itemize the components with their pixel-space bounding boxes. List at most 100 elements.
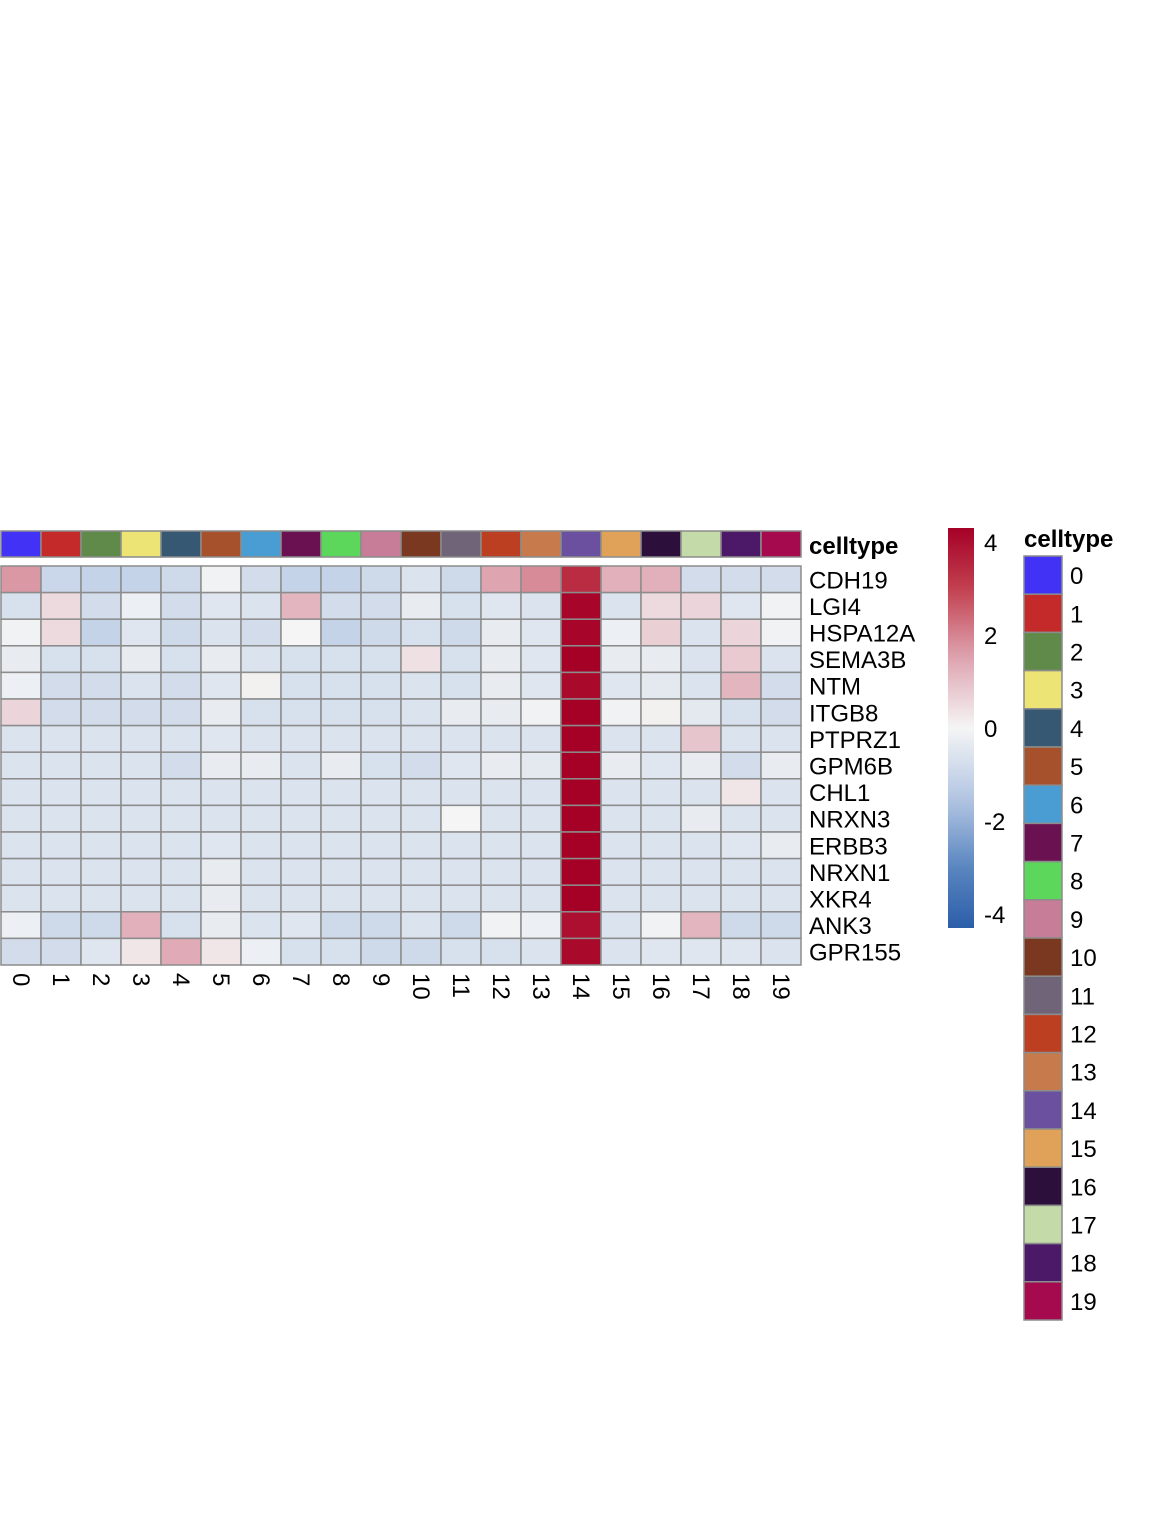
legend-swatch-14 [1023,1090,1063,1130]
heat-cell-HSPA12A-18 [720,618,762,647]
legend-label: 1 [1070,601,1083,628]
legend-title: celltype [1024,526,1113,553]
legend-swatch-18 [1023,1242,1063,1283]
heat-cell-GPR155-14 [560,937,602,966]
heat-cell-XKR4-6 [240,884,282,913]
heat-cell-GPM6B-6 [240,751,282,780]
heat-cell-NRXN1-2 [80,857,122,886]
legend-swatch-17 [1023,1204,1063,1245]
heat-cell-SEMA3B-11 [440,645,482,674]
heat-cell-NRXN3-1 [40,804,82,833]
heat-cell-HSPA12A-12 [480,618,522,647]
heat-cell-LGI4-17 [680,591,722,620]
heat-cell-CHL1-0 [0,778,42,807]
heat-cell-ERBB3-4 [160,831,202,860]
heat-cell-SEMA3B-19 [760,645,802,674]
heat-cell-GPR155-2 [80,937,122,966]
heat-cell-GPM6B-10 [400,751,442,780]
heat-cell-GPM6B-3 [120,751,162,780]
annotation-cell-1 [40,530,82,558]
heat-cell-GPR155-4 [160,937,202,966]
heat-cell-CHL1-3 [120,778,162,807]
heat-cell-XKR4-19 [760,884,802,913]
heat-cell-CHL1-10 [400,778,442,807]
heat-cell-LGI4-8 [320,591,362,620]
heat-cell-ITGB8-6 [240,698,282,727]
heat-cell-ERBB3-17 [680,831,722,860]
heat-cell-ITGB8-0 [0,698,42,727]
heat-cell-SEMA3B-12 [480,645,522,674]
heat-cell-XKR4-11 [440,884,482,913]
heat-cell-XKR4-8 [320,884,362,913]
heat-cell-GPM6B-18 [720,751,762,780]
heat-cell-ANK3-11 [440,911,482,940]
legend-label: 5 [1070,754,1083,781]
heat-cell-ITGB8-17 [680,698,722,727]
heat-cell-NTM-6 [240,671,282,700]
heat-cell-XKR4-13 [520,884,562,913]
heat-cell-HSPA12A-7 [280,618,322,647]
column-label: 3 [127,973,154,986]
row-label: ANK3 [809,913,872,940]
heat-cell-CHL1-7 [280,778,322,807]
heatmap-cells [0,565,802,966]
heat-cell-SEMA3B-10 [400,645,442,674]
heat-cell-NRXN1-10 [400,857,442,886]
heat-cell-LGI4-13 [520,591,562,620]
heat-cell-NRXN3-16 [640,804,682,833]
heat-cell-CHL1-17 [680,778,722,807]
legend-swatch-9 [1023,899,1063,939]
legend-swatch-5 [1023,746,1063,786]
heat-cell-GPM6B-11 [440,751,482,780]
heat-cell-SEMA3B-3 [120,645,162,674]
row-labels: CDH19LGI4HSPA12ASEMA3BNTMITGB8PTPRZ1GPM6… [809,567,915,966]
legend-swatch-19 [1023,1281,1063,1321]
legend-swatch-8 [1023,860,1063,901]
heat-cell-ITGB8-7 [280,698,322,727]
legend-swatch-2 [1023,631,1063,672]
heat-cell-GPR155-0 [0,937,42,966]
heat-cell-HSPA12A-14 [560,618,602,647]
heat-cell-NTM-2 [80,671,122,700]
heat-cell-HSPA12A-0 [0,618,42,647]
heat-cell-GPR155-13 [520,937,562,966]
heat-cell-NRXN3-19 [760,804,802,833]
heat-cell-CHL1-11 [440,778,482,807]
heat-cell-ITGB8-8 [320,698,362,727]
heat-cell-LGI4-0 [0,591,42,620]
heat-cell-XKR4-12 [480,884,522,913]
heat-cell-CDH19-12 [480,565,522,594]
heat-cell-NRXN3-18 [720,804,762,833]
heat-cell-NRXN3-11 [440,804,482,833]
row-label: SEMA3B [809,647,906,674]
legend-label: 7 [1070,831,1083,858]
column-label: 12 [487,973,514,1000]
heat-cell-GPM6B-8 [320,751,362,780]
heat-cell-NTM-8 [320,671,362,700]
column-label: 13 [527,973,554,1000]
heat-cell-HSPA12A-1 [40,618,82,647]
heat-cell-NRXN3-12 [480,804,522,833]
heat-cell-PTPRZ1-6 [240,724,282,753]
heat-cell-ANK3-5 [200,911,242,940]
heat-cell-CDH19-19 [760,565,802,594]
legend-label: 4 [1070,716,1083,743]
heat-cell-SEMA3B-14 [560,645,602,674]
row-label: ERBB3 [809,833,888,860]
heat-cell-PTPRZ1-14 [560,724,602,753]
heat-cell-GPR155-17 [680,937,722,966]
legend-swatch-4 [1023,708,1063,748]
heat-cell-ITGB8-12 [480,698,522,727]
heat-cell-CHL1-6 [240,778,282,807]
heat-cell-GPR155-1 [40,937,82,966]
heat-cell-LGI4-9 [360,591,402,620]
heat-cell-NRXN1-16 [640,857,682,886]
heat-cell-GPM6B-15 [600,751,642,780]
heat-cell-LGI4-7 [280,591,322,620]
heat-cell-NTM-18 [720,671,762,700]
colorbar-tick-label: -4 [984,902,1005,929]
legend-swatch-1 [1023,593,1063,634]
heat-cell-ERBB3-3 [120,831,162,860]
heat-cell-ANK3-12 [480,911,522,940]
